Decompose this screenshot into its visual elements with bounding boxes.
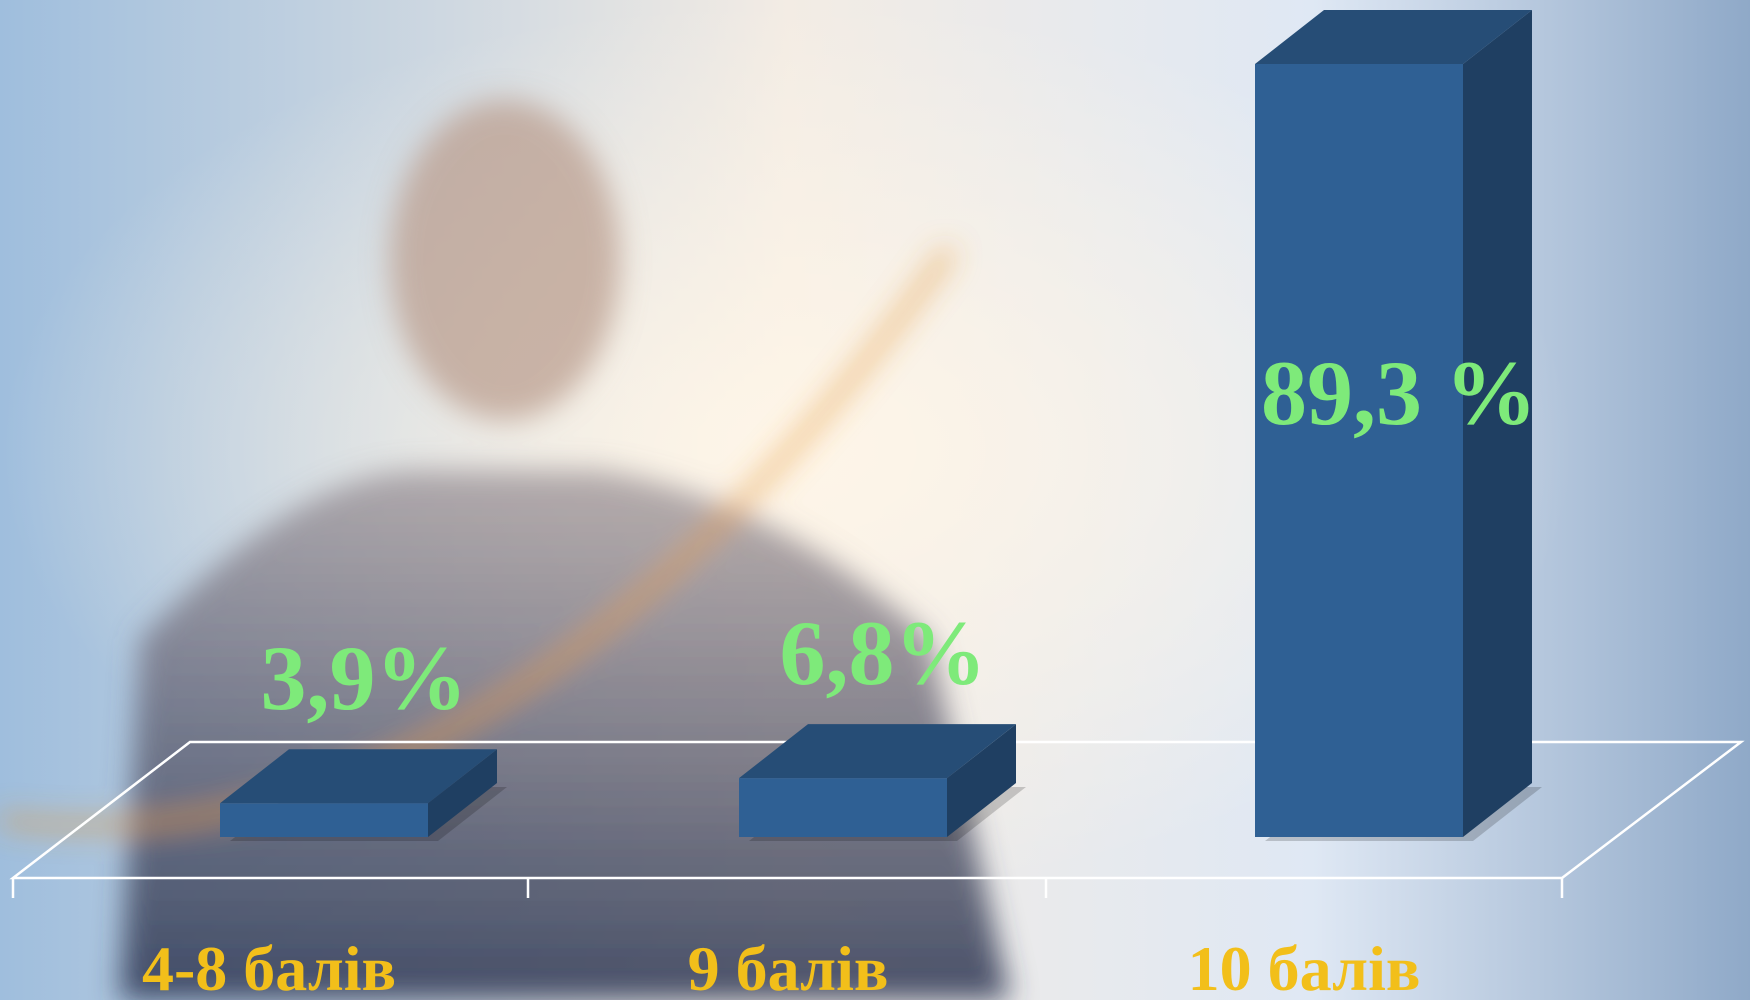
bar-top	[220, 749, 497, 804]
bar-front	[739, 778, 947, 837]
category-label: 9 балів	[688, 933, 889, 1000]
value-label: 3,9%	[261, 627, 468, 729]
bar-side	[1463, 10, 1532, 837]
bars	[220, 10, 1542, 841]
silhouette-body	[120, 470, 1010, 1000]
bar-front	[1255, 64, 1463, 837]
bar	[1255, 10, 1542, 841]
background-silhouette	[0, 100, 1010, 1000]
bar-top	[1255, 10, 1532, 64]
bar-top	[739, 724, 1016, 779]
floor	[9, 740, 1745, 898]
value-label: 89,3 %	[1261, 342, 1537, 444]
bar	[739, 724, 1026, 841]
bar-side	[947, 724, 1016, 837]
value-label: 6,8%	[780, 602, 987, 704]
bar	[220, 749, 507, 841]
background-curve	[0, 245, 956, 833]
category-label: 10 балів	[1188, 933, 1421, 1000]
bar-front	[220, 803, 428, 837]
silhouette-head	[390, 100, 620, 420]
bar-side	[428, 749, 497, 837]
category-label: 4-8 балів	[142, 933, 396, 1000]
